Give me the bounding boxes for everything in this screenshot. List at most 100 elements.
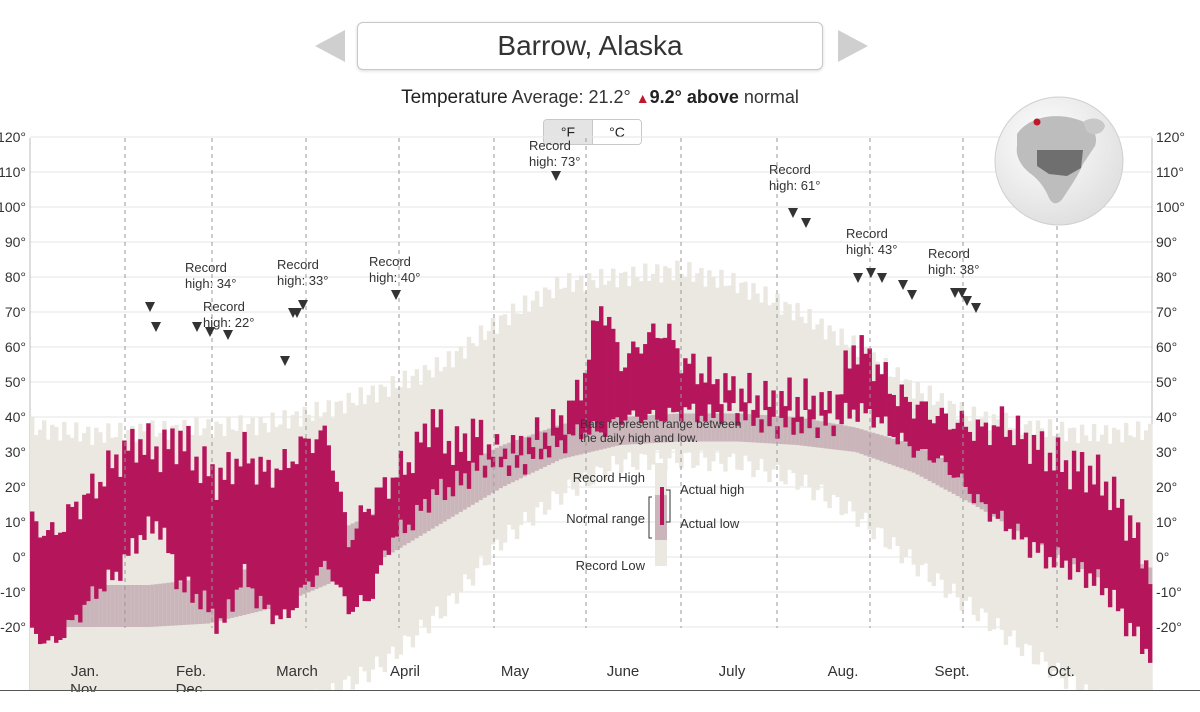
normal-range-bar: [494, 447, 500, 491]
actual-range-bar: [502, 448, 508, 460]
actual-range-bar: [639, 353, 644, 424]
record-range-bar: [1147, 423, 1153, 690]
actual-range-bar: [1119, 498, 1125, 609]
month-label: July: [719, 663, 746, 680]
y-tick-label-right: 50°: [1156, 374, 1177, 390]
annotation-line2: high: 73°: [529, 154, 580, 169]
record-range-bar: [847, 347, 852, 502]
normal-range-bar: [458, 464, 464, 512]
city-selector[interactable]: Barrow, Alaska: [357, 22, 823, 70]
record-range-bar: [959, 402, 965, 611]
normal-range-bar: [414, 489, 420, 539]
y-tick-label-left: 110°: [0, 164, 26, 180]
month-label: June: [607, 663, 640, 680]
actual-range-bar: [843, 350, 848, 403]
actual-range-bar: [911, 418, 916, 458]
actual-range-bar: [1047, 452, 1053, 558]
normal-range-bar: [627, 416, 632, 445]
next-city-button[interactable]: [836, 28, 870, 64]
record-range-bar: [727, 285, 732, 458]
actual-range-bar: [991, 425, 997, 514]
normal-range-bar: [675, 413, 680, 442]
actual-range-bar: [1135, 522, 1141, 627]
normal-range-bar: [899, 441, 904, 469]
actual-range-bar: [1007, 430, 1013, 529]
actual-range-bar: [342, 512, 347, 597]
annotation-line1: Record: [185, 260, 227, 275]
actual-range-bar: [751, 409, 756, 426]
normal-range-bar: [434, 477, 440, 527]
actual-range-bar: [190, 470, 195, 603]
actual-range-bar: [142, 454, 147, 540]
record-range-bar: [735, 293, 740, 470]
normal-range-bar: [711, 413, 716, 442]
actual-range-bar: [326, 445, 331, 570]
actual-range-bar: [643, 344, 648, 420]
unit-fahrenheit-button[interactable]: °F: [544, 120, 592, 144]
normal-range-bar: [478, 455, 484, 501]
normal-range-bar: [691, 413, 696, 442]
normal-range-bar: [887, 437, 892, 465]
actual-range-bar: [74, 501, 79, 615]
actual-range-bar: [150, 459, 155, 534]
actual-range-bar: [1079, 452, 1085, 563]
normal-range-bar: [154, 584, 159, 627]
y-tick-label-left: 70°: [5, 304, 26, 320]
actual-range-bar: [691, 353, 696, 404]
normal-range-bar: [146, 585, 151, 627]
record-range-bar: [542, 287, 548, 515]
actual-range-bar: [34, 521, 39, 634]
record-range-bar: [799, 316, 804, 486]
actual-range-bar: [130, 428, 135, 539]
actual-range-bar: [38, 537, 43, 645]
actual-range-bar: [274, 468, 279, 616]
actual-range-bar: [566, 400, 572, 435]
normal-range-bar: [574, 422, 580, 456]
actual-range-bar: [158, 472, 163, 540]
unit-celsius-button[interactable]: °C: [592, 120, 641, 144]
actual-range-bar: [795, 396, 800, 422]
normal-range-bar: [955, 465, 961, 497]
unit-toggle[interactable]: °F °C: [543, 119, 642, 145]
annotation-line1: Record: [928, 246, 970, 261]
record-high-marker: [292, 308, 302, 318]
normal-range-bar: [919, 448, 924, 477]
record-high-marker: [907, 290, 917, 300]
normal-range-bar: [418, 486, 424, 536]
y-tick-label-left: 20°: [5, 479, 26, 495]
record-range-bar: [935, 401, 941, 574]
actual-range-bar: [198, 483, 203, 610]
actual-range-bar: [50, 522, 55, 637]
normal-range-bar: [927, 452, 933, 482]
normal-range-bar: [723, 413, 728, 442]
record-high-marker: [391, 290, 401, 300]
normal-range-bar: [186, 580, 191, 625]
actual-range-bar: [518, 435, 524, 456]
prev-city-button[interactable]: [313, 28, 347, 64]
record-range-bar: [482, 339, 488, 566]
actual-range-bar: [450, 464, 456, 497]
actual-range-bar: [266, 459, 271, 605]
actual-range-bar: [743, 402, 748, 421]
record-high-marker: [971, 303, 981, 313]
actual-range-bar: [542, 432, 548, 450]
normal-range-bar: [611, 417, 616, 447]
actual-range-bar: [254, 484, 259, 609]
actual-range-bar: [106, 450, 111, 570]
normal-range-bar: [518, 438, 524, 479]
actual-range-bar: [170, 428, 175, 555]
actual-range-bar: [927, 419, 933, 461]
normal-range-bar: [502, 444, 508, 486]
actual-range-bar: [835, 394, 840, 420]
record-high-marker: [853, 273, 863, 283]
normal-range-bar: [795, 417, 800, 446]
actual-range-bar: [651, 323, 656, 410]
actual-range-bar: [358, 505, 363, 596]
normal-range-bar: [767, 415, 772, 444]
normal-range-bar: [707, 413, 712, 442]
actual-range-bar: [434, 427, 440, 495]
actual-range-bar: [627, 353, 632, 415]
legend-actual-bracket: [666, 489, 671, 523]
actual-range-bar: [1139, 568, 1145, 655]
actual-range-bar: [699, 373, 704, 416]
